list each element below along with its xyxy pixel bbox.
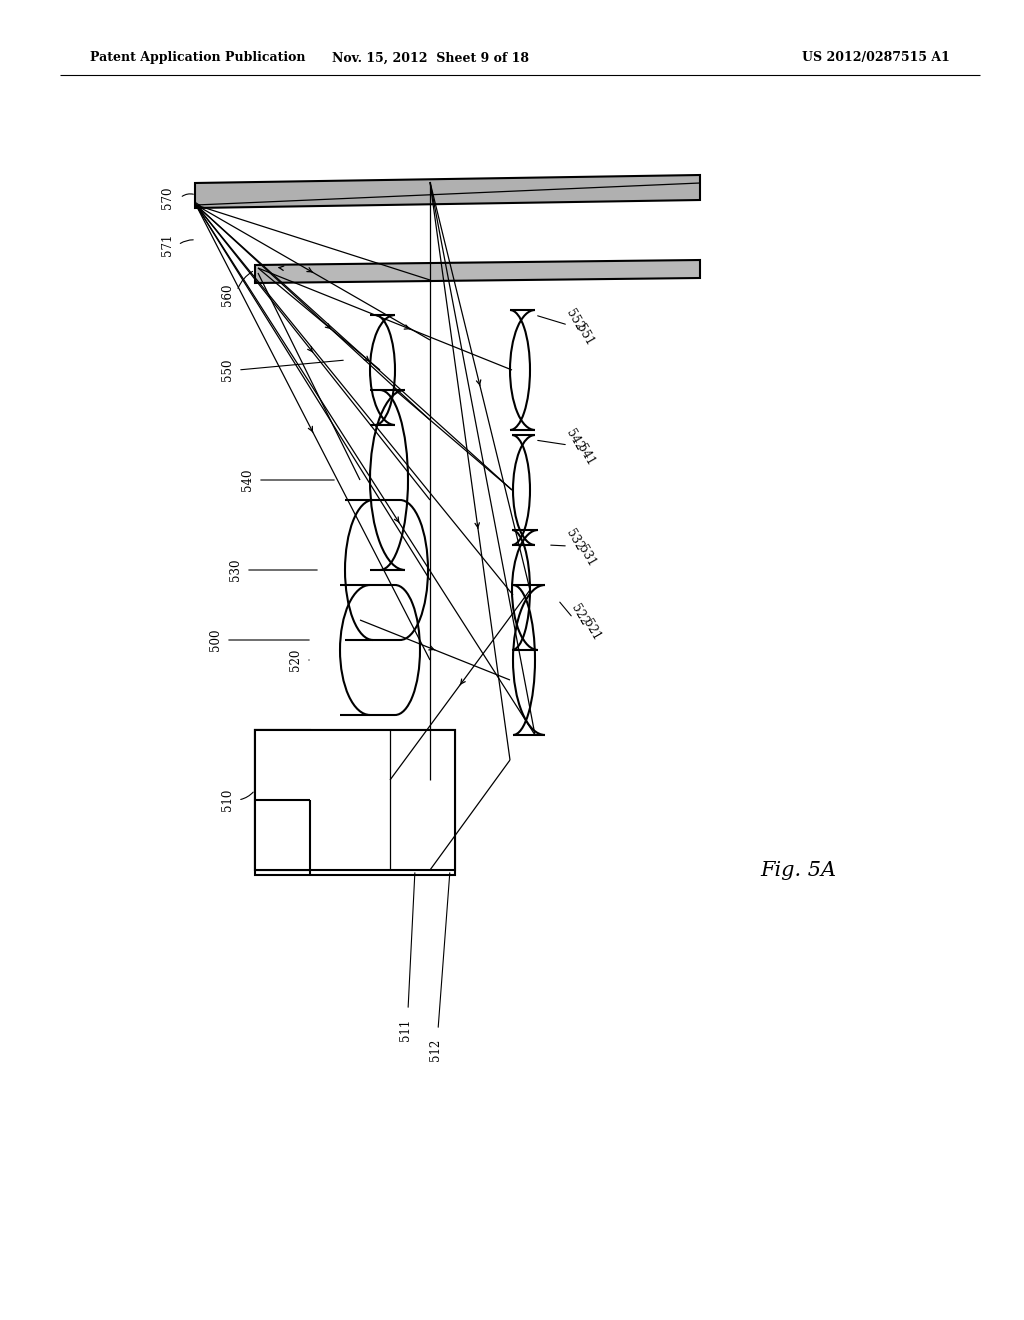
Text: Fig. 5A: Fig. 5A — [760, 861, 837, 879]
Text: 560: 560 — [221, 284, 234, 306]
Text: 551: 551 — [573, 322, 596, 348]
Polygon shape — [255, 260, 700, 282]
Text: Nov. 15, 2012  Sheet 9 of 18: Nov. 15, 2012 Sheet 9 of 18 — [332, 51, 528, 65]
Text: 532: 532 — [564, 527, 586, 553]
Text: 520: 520 — [290, 649, 302, 671]
Text: 500: 500 — [209, 628, 221, 651]
Bar — [255, 730, 310, 870]
Text: 542: 542 — [564, 428, 586, 453]
Text: 512: 512 — [428, 1039, 441, 1061]
Text: Patent Application Publication: Patent Application Publication — [90, 51, 305, 65]
Text: 510: 510 — [221, 789, 234, 812]
Polygon shape — [195, 176, 700, 209]
Text: 550: 550 — [221, 359, 234, 381]
Text: 511: 511 — [398, 1019, 412, 1041]
Text: 521: 521 — [581, 618, 603, 643]
Text: 522: 522 — [568, 602, 591, 628]
Text: 531: 531 — [575, 543, 598, 569]
Text: 540: 540 — [242, 469, 255, 491]
Text: 552: 552 — [564, 308, 586, 333]
Text: 541: 541 — [574, 442, 597, 467]
Text: 571: 571 — [162, 234, 174, 256]
Text: 530: 530 — [228, 558, 242, 581]
Text: US 2012/0287515 A1: US 2012/0287515 A1 — [802, 51, 950, 65]
Bar — [255, 730, 455, 875]
Text: 570: 570 — [162, 186, 174, 210]
Bar — [255, 730, 455, 870]
